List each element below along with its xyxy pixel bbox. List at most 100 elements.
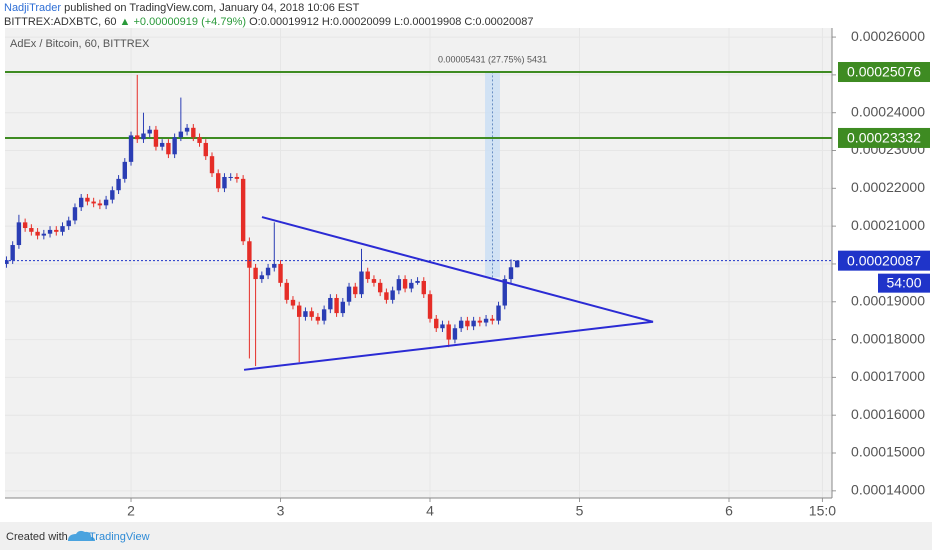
x-tick-label: 2 [127,503,135,519]
candle-body [377,282,383,293]
candle-body [259,275,265,280]
level-label: 0.00025076 [847,64,921,80]
candle-body [303,311,308,317]
candle-body [421,280,426,295]
candle-body [272,263,277,268]
y-tick-label: 0.00019000 [851,292,925,308]
y-tick-label: 0.00018000 [851,330,925,346]
candle-body [197,137,202,143]
candle-body [384,292,389,300]
candle-body [216,173,221,189]
x-tick-label: 4 [426,503,434,519]
footer-bg [0,522,932,550]
candle-body [346,286,352,302]
candle-body [91,201,96,204]
countdown-bg [878,273,930,293]
y-tick-label: 0.00024000 [851,103,925,119]
candle-body [415,280,420,283]
candle-body [47,229,53,234]
change: ▲ +0.00000919 (+4.79%) [119,16,247,28]
candle-body [402,279,408,289]
trendline [243,320,654,371]
candle-body [78,197,84,208]
candle-body [440,324,445,329]
candle-body [166,142,171,155]
candle-body [334,297,339,314]
candle-body [371,279,377,283]
candle-body [22,222,28,229]
y-tick-label: 0.00021000 [851,217,925,233]
candle-body [110,190,115,200]
measure-label: 0.00005431 (27.75%) 5431 [438,54,547,64]
candle-body [490,318,495,321]
candle-body [54,229,59,232]
ohlc: O:0.00019912 H:0.00020099 L:0.00019908 C… [249,16,534,28]
candle-body [203,142,208,157]
footer-brand[interactable]: TradingView [89,531,150,543]
candle-body [16,222,22,246]
candle-body [35,231,40,236]
candle-body [116,178,121,191]
tv-logo [68,530,95,541]
candle-body [502,279,507,306]
candle-body [321,309,327,321]
legend: AdEx / Bitcoin, 60, BITTREX [10,38,150,50]
candle-body [446,324,451,340]
price-label: 0.00020087 [847,252,921,268]
candle-body [10,245,15,261]
candle-body [477,320,483,323]
trendline [261,216,654,323]
candle-body [141,133,146,140]
price-label-bg [838,250,930,271]
published: published on TradingView.com, January 04… [64,2,360,14]
candle-body [253,267,258,280]
y-tick-label: 0.00016000 [851,406,925,422]
candle-body [434,318,439,329]
candle-body [60,226,65,232]
candle-body [359,271,364,295]
candle-body [365,271,370,280]
candle-body [458,320,464,329]
candle-body [135,135,140,140]
candle-body [496,305,501,321]
candle-body [465,320,470,327]
plot [5,28,832,498]
candle-body [172,137,177,155]
measure-box [485,72,500,278]
author[interactable]: NadjiTrader [4,2,62,14]
candle-body [184,127,190,132]
candle-body [5,260,9,264]
candle-body [328,297,333,310]
countdown: 54:00 [886,274,921,290]
candle-body [508,267,514,280]
y-tick-label: 0.00014000 [851,482,925,498]
candle-body [483,318,489,323]
candle-body [515,260,520,268]
candle-body [41,233,47,236]
candle-body [66,220,71,227]
level-label-bg [838,62,930,83]
y-tick-label: 0.00022000 [851,179,925,195]
candle-body [128,135,134,162]
x-tick-label: 6 [725,503,733,519]
candle-body [309,311,314,317]
header-line: NadjiTrader published on TradingView.com… [4,1,534,15]
candle-body [278,263,283,283]
candle-body [353,286,358,295]
candle-body [122,161,127,179]
candle-body [471,320,476,327]
candle-body [390,290,395,300]
candle-body [29,228,34,232]
candle-body [409,282,414,289]
candle-body [396,279,402,291]
candle-body [222,176,227,189]
level-label: 0.00023332 [847,130,921,146]
y-tick-label: 0.00017000 [851,368,925,384]
candle-body [297,305,302,317]
candle-body [209,156,215,174]
y-tick-label: 0.00026000 [851,28,925,44]
header: NadjiTrader published on TradingView.com… [4,1,534,29]
candle-body [234,176,240,179]
candle-body [147,129,152,134]
candle-body [159,142,165,147]
